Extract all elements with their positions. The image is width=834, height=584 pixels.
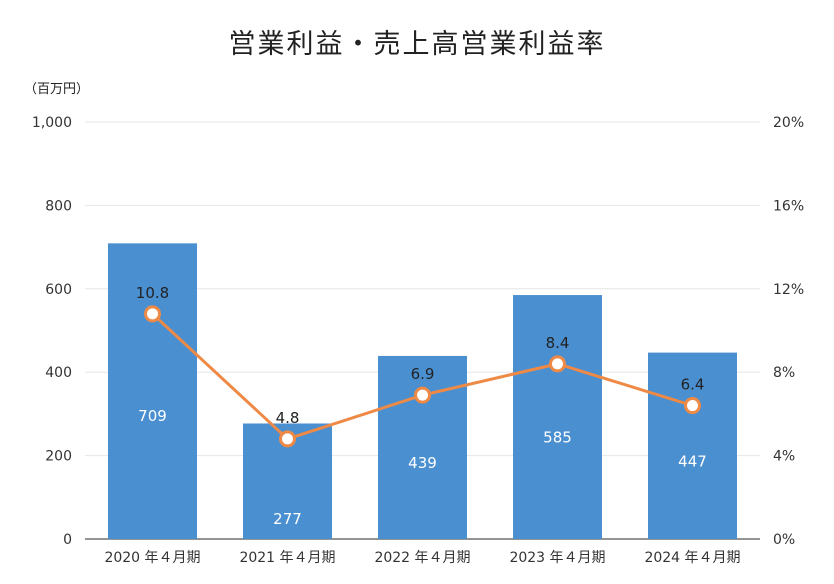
bar-value-label: 709	[138, 407, 167, 425]
line-point	[684, 397, 701, 415]
bar-value-label: 439	[408, 454, 437, 472]
y-axis-unit-label: （百万円）	[24, 82, 90, 97]
line-value-label: 8.4	[546, 334, 570, 352]
left-axis-tick-label: 600	[45, 282, 72, 298]
bar-value-label: 447	[678, 453, 707, 471]
right-axis-tick-label: 8%	[773, 365, 795, 381]
line-point	[549, 355, 566, 373]
x-axis-tick-label: 2024 年４月期	[644, 550, 740, 566]
right-axis-tick-label: 0%	[773, 532, 795, 548]
right-axis-tick-label: 16%	[773, 198, 804, 214]
left-axis-tick-label: 0	[63, 532, 72, 548]
line-value-label: 6.9	[411, 365, 435, 383]
line-value-label: 6.4	[681, 376, 705, 394]
right-axis-tick-label: 12%	[773, 282, 804, 298]
line-point	[144, 305, 161, 323]
left-axis-tick-label: 400	[45, 365, 72, 381]
x-axis-tick-label: 2020 年４月期	[104, 550, 200, 566]
line-point	[414, 386, 431, 404]
bar	[378, 355, 467, 539]
bar-value-label: 277	[273, 510, 302, 528]
left-axis-tick-label: 200	[45, 449, 72, 465]
line-value-label: 4.8	[276, 409, 300, 427]
line-value-label: 10.8	[136, 284, 169, 302]
left-axis-tick-label: 1,000	[32, 115, 72, 131]
chart-title: 営業利益・売上高営業利益率	[228, 29, 606, 60]
right-axis-tick-label: 4%	[773, 449, 795, 465]
right-axis-tick-label: 20%	[773, 115, 804, 131]
left-axis-tick-label: 800	[45, 198, 72, 214]
bar	[648, 352, 737, 539]
bar-value-label: 585	[543, 429, 572, 447]
bar	[513, 295, 602, 539]
bar	[108, 243, 197, 540]
line-point	[279, 430, 296, 448]
x-axis-tick-label: 2022 年４月期	[374, 550, 470, 566]
x-axis-tick-label: 2021 年４月期	[239, 550, 335, 566]
x-axis-tick-label: 2023 年４月期	[509, 550, 605, 566]
